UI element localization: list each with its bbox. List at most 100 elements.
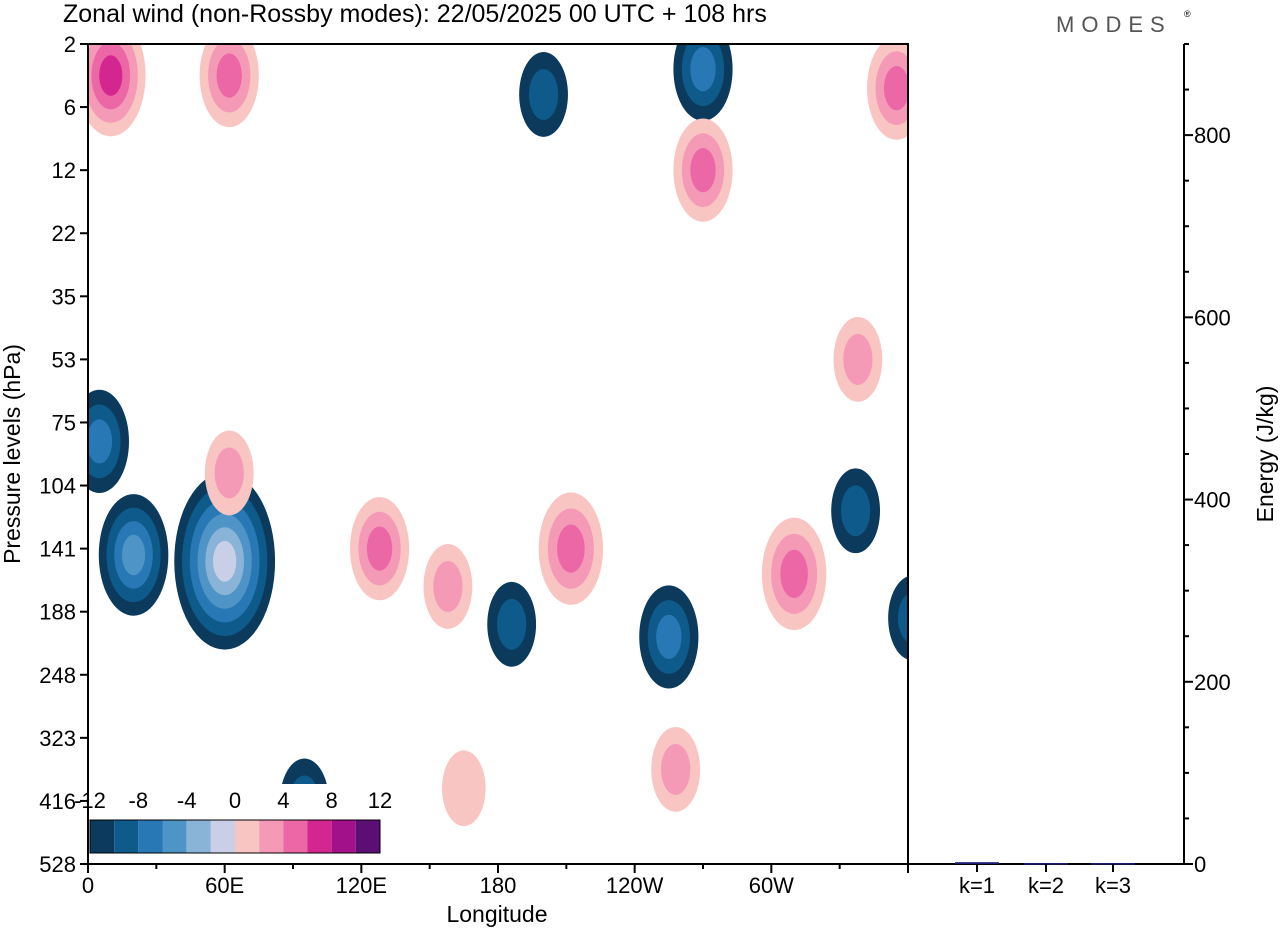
contour-feature — [651, 726, 701, 812]
colorbar-cell — [210, 820, 235, 853]
colorbar-cell — [186, 820, 211, 853]
colorbar-cell — [259, 820, 284, 853]
contour-feature — [639, 585, 699, 689]
brand-logo: MODES — [1056, 12, 1172, 37]
colorbar-cell — [331, 820, 356, 853]
contour-level — [99, 55, 123, 96]
contour-feature — [833, 316, 883, 402]
contour-level — [433, 561, 463, 612]
contour-feature — [88, 389, 129, 493]
x-tick-label: 120E — [336, 873, 387, 898]
contour-level — [843, 333, 873, 385]
energy-tick-label: 800 — [1194, 123, 1231, 148]
contour-feature — [423, 544, 473, 629]
contour-level — [497, 598, 527, 650]
y-tick-label: 2 — [64, 32, 76, 57]
contour-feature — [487, 581, 537, 667]
chart-title: Zonal wind (non-Rossby modes): 22/05/202… — [63, 0, 767, 28]
colorbar-label: -8 — [129, 788, 149, 813]
contour-feature — [349, 497, 410, 601]
colorbar-cell — [114, 820, 139, 853]
contour-feature — [98, 494, 169, 616]
y-tick-label: 53 — [52, 347, 76, 372]
contour-level — [690, 148, 716, 193]
contour-feature — [831, 468, 881, 554]
y-tick-label: 104 — [39, 474, 76, 499]
x-tick-label: 180 — [480, 873, 517, 898]
colorbar-cell — [283, 820, 308, 853]
contour-feature — [761, 517, 827, 631]
contour-feature — [538, 492, 604, 605]
contour-feature — [174, 472, 276, 650]
bar-category-label: k=2 — [1028, 873, 1064, 898]
colorbar-frame — [89, 819, 381, 854]
energy-axis-label: Energy (J/kg) — [1252, 386, 1278, 523]
energy-bar-k3 — [1091, 863, 1135, 865]
y-tick-label: 248 — [39, 663, 76, 688]
contour-level — [216, 53, 242, 98]
x-tick-label: 120W — [606, 873, 664, 898]
contour-feature — [888, 576, 908, 660]
contour-level — [661, 743, 691, 795]
energy-axis: 0 200 400 600 800 — [1184, 43, 1231, 877]
energy-tick-label: 600 — [1194, 305, 1231, 330]
contour-level — [656, 614, 682, 660]
colorbar-cell — [235, 820, 260, 853]
colorbar-label: 4 — [277, 788, 289, 813]
bar-category-label: k=3 — [1095, 873, 1131, 898]
colorbar: -12 -8 -4 0 4 8 12 — [74, 784, 392, 860]
contour-level — [690, 47, 716, 92]
contour-level — [888, 576, 908, 660]
energy-bar-k2 — [1024, 863, 1068, 865]
contour-feature — [519, 52, 568, 137]
contour-feature — [673, 44, 733, 121]
colorbar-label: 12 — [368, 788, 392, 813]
energy-bar-panel: 0 200 400 600 800 k=1 k=2 k=3 — [908, 43, 1231, 898]
contour-level — [897, 593, 908, 643]
y-tick-label: 22 — [52, 221, 76, 246]
y-axis-label: Pressure levels (hPa) — [0, 344, 25, 564]
colorbar-label: 0 — [229, 788, 241, 813]
colorbar-cell — [355, 820, 380, 853]
y-tick-label: 528 — [39, 852, 76, 877]
brand-registered-mark: ® — [1184, 9, 1191, 19]
y-tick-label: 323 — [39, 726, 76, 751]
energy-tick-label: 0 — [1194, 852, 1206, 877]
contour-level — [442, 750, 486, 827]
y-tick-label: 35 — [52, 284, 76, 309]
contour-feature — [88, 44, 146, 137]
contour-level — [780, 549, 808, 598]
x-tick-label: 60W — [749, 873, 794, 898]
contour-level — [121, 534, 146, 576]
heatmap-plot — [88, 44, 908, 864]
colorbar-label: 8 — [326, 788, 338, 813]
y-tick-label: 6 — [64, 95, 76, 120]
longitude-axis: 0 60E 120E 180 120W 60W — [82, 864, 909, 898]
contour-level — [528, 69, 559, 120]
x-axis-label: Longitude — [446, 901, 547, 927]
energy-tick-label: 200 — [1194, 670, 1231, 695]
heatmap-contours — [88, 44, 908, 844]
colorbar-label: -4 — [177, 788, 197, 813]
colorbar-label: -12 — [74, 788, 106, 813]
y-tick-label: 75 — [52, 410, 76, 435]
contour-feature — [204, 430, 254, 516]
contour-feature — [673, 118, 733, 222]
contour-level — [88, 419, 113, 464]
energy-bar-k1 — [955, 862, 999, 864]
contour-level — [213, 540, 237, 582]
colorbar-cell — [307, 820, 332, 853]
colorbar-cell — [162, 820, 187, 853]
pressure-axis: 2 6 12 22 35 53 75 104 141 188 248 323 416 528 — [39, 32, 88, 877]
contour-level — [840, 485, 871, 537]
y-tick-label: 12 — [52, 158, 76, 183]
contour-level — [883, 66, 908, 111]
x-tick-label: 60E — [205, 873, 244, 898]
energy-tick-label: 400 — [1194, 488, 1231, 513]
contour-feature — [442, 750, 486, 827]
contour-level — [366, 526, 393, 571]
x-tick-label: 0 — [82, 873, 94, 898]
colorbar-cell — [90, 820, 115, 853]
